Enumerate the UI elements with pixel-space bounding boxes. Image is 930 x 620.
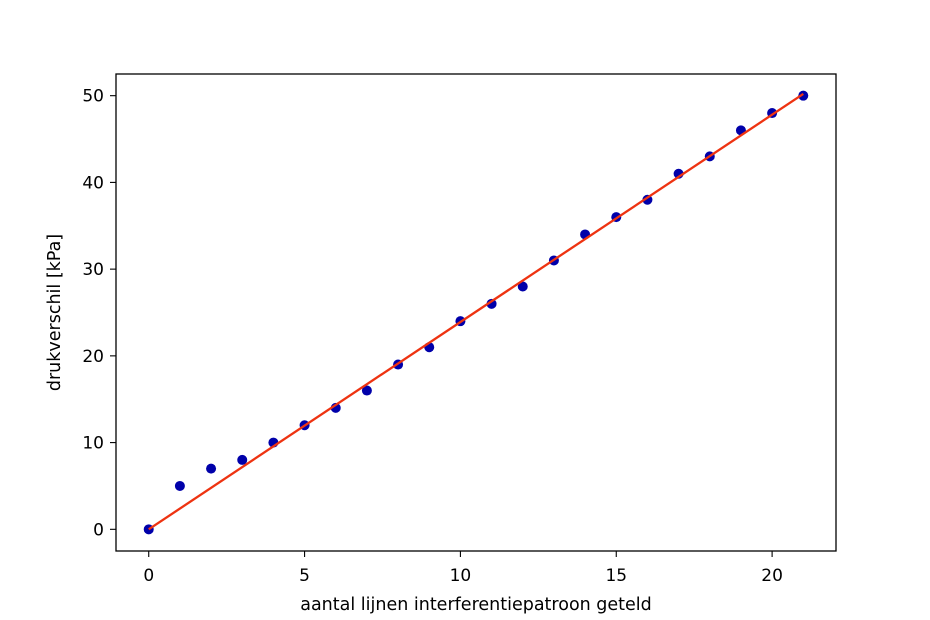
data-point xyxy=(361,385,372,396)
x-tick-label: 20 xyxy=(761,566,783,586)
y-tick-label: 30 xyxy=(82,260,104,280)
x-axis-label: aantal lijnen interferentiepatroon getel… xyxy=(300,595,652,615)
fit-line xyxy=(148,92,804,531)
data-point xyxy=(798,90,809,101)
data-point xyxy=(486,298,497,309)
x-tick-label: 15 xyxy=(605,566,627,586)
data-point xyxy=(517,281,528,292)
y-tick-label: 20 xyxy=(82,347,104,367)
x-tick-label: 10 xyxy=(450,566,472,586)
y-tick-label: 50 xyxy=(82,87,104,107)
y-tick-label: 10 xyxy=(82,434,104,454)
y-tick-label: 0 xyxy=(93,520,104,540)
marks-layer xyxy=(143,90,809,535)
data-point xyxy=(206,463,217,474)
y-tick-label: 40 xyxy=(82,173,104,193)
data-point xyxy=(237,454,248,465)
y-axis-label: drukverschil [kPa] xyxy=(45,234,65,391)
x-tick-label: 5 xyxy=(299,566,310,586)
plot-frame xyxy=(115,73,837,552)
data-point xyxy=(174,480,185,491)
x-tick-label: 0 xyxy=(143,566,154,586)
ticks-layer: 0 5 10 15 20 0 10 20 30 40 50 xyxy=(82,87,783,586)
